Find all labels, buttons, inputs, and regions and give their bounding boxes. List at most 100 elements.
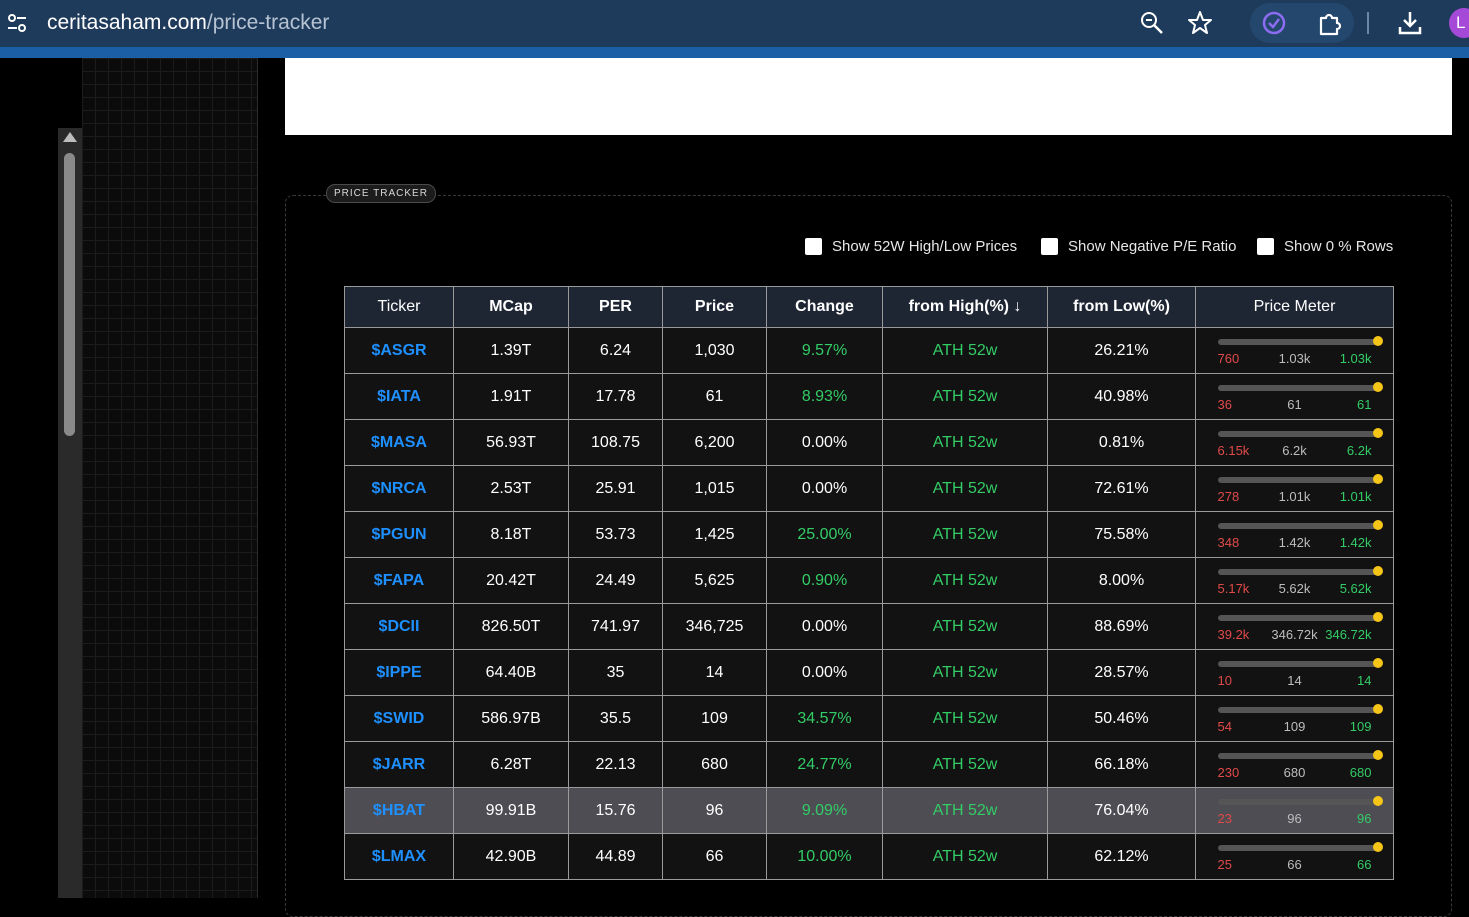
column-header-price-meter: Price Meter bbox=[1195, 286, 1394, 328]
from-high-cell: ATH 52w bbox=[882, 833, 1048, 880]
ticker-link[interactable]: $ASGR bbox=[344, 327, 454, 374]
meter-low-value: 10 bbox=[1217, 672, 1232, 688]
from-low-cell: 40.98% bbox=[1047, 373, 1196, 420]
meter-indicator bbox=[1372, 519, 1383, 530]
meter-current-value: 66 bbox=[1287, 856, 1302, 872]
meter-low-value: 25 bbox=[1217, 856, 1232, 872]
ticker-link[interactable]: $DCII bbox=[344, 603, 454, 650]
meter-low-value: 39.2k bbox=[1217, 626, 1250, 642]
column-header-from-high[interactable]: from High(%) ↓ bbox=[882, 286, 1048, 328]
price-meter-cell: 230 680 680 bbox=[1195, 741, 1394, 788]
from-high-cell: ATH 52w bbox=[882, 373, 1048, 420]
meter-low-value: 6.15k bbox=[1217, 442, 1250, 458]
change-cell: 0.00% bbox=[766, 649, 883, 696]
scrollbar-thumb[interactable] bbox=[64, 153, 75, 436]
url-path: /price-tracker bbox=[206, 11, 330, 34]
column-header-from-low[interactable]: from Low(%) bbox=[1047, 286, 1196, 328]
per-cell: 35 bbox=[568, 649, 663, 696]
ad-banner bbox=[285, 58, 1452, 135]
mcap-cell: 42.90B bbox=[453, 833, 569, 880]
from-high-cell: ATH 52w bbox=[882, 603, 1048, 650]
table-row[interactable]: $IPPE 64.40B 35 14 0.00% ATH 52w 28.57% 10 14 14 bbox=[344, 649, 1394, 696]
price-meter: 278 1.01k 1.01k bbox=[1210, 469, 1383, 509]
ticker-link[interactable]: $PGUN bbox=[344, 511, 454, 558]
mcap-cell: 64.40B bbox=[453, 649, 569, 696]
ticker-link[interactable]: $SWID bbox=[344, 695, 454, 742]
ticker-link[interactable]: $NRCA bbox=[344, 465, 454, 512]
meter-current-value: 6.2k bbox=[1282, 442, 1307, 458]
checkbox[interactable] bbox=[805, 238, 822, 255]
table-row[interactable]: $LMAX 42.90B 44.89 66 10.00% ATH 52w 62.12% 25 6… bbox=[344, 833, 1394, 880]
price-cell: 1,030 bbox=[662, 327, 767, 374]
meter-bar bbox=[1217, 568, 1378, 575]
meter-low-value: 278 bbox=[1217, 488, 1240, 504]
column-header-change[interactable]: Change bbox=[766, 286, 883, 328]
meter-current-value: 1.42k bbox=[1278, 534, 1311, 550]
ticker-link[interactable]: $LMAX bbox=[344, 833, 454, 880]
meter-high-value: 96 bbox=[1357, 810, 1372, 826]
change-cell: 0.90% bbox=[766, 557, 883, 604]
column-header-mcap[interactable]: MCap bbox=[453, 286, 569, 328]
filter-label: Show 0 % Rows bbox=[1284, 238, 1394, 255]
ticker-link[interactable]: $JARR bbox=[344, 741, 454, 788]
ticker-link[interactable]: $FAPA bbox=[344, 557, 454, 604]
table-row[interactable]: $JARR 6.28T 22.13 680 24.77% ATH 52w 66.18% 230… bbox=[344, 741, 1394, 788]
table-row[interactable]: $NRCA 2.53T 25.91 1,015 0.00% ATH 52w 72.61% 27… bbox=[344, 465, 1394, 512]
meter-current-value: 14 bbox=[1287, 672, 1302, 688]
meter-indicator bbox=[1372, 381, 1383, 392]
price-meter: 36 61 61 bbox=[1210, 377, 1383, 417]
ticker-link[interactable]: $HBAT bbox=[344, 787, 454, 834]
profile-avatar[interactable]: L bbox=[1449, 8, 1469, 38]
filter-label: Show Negative P/E Ratio bbox=[1068, 238, 1237, 255]
bookmark-star-icon[interactable] bbox=[1185, 8, 1215, 38]
meter-high-value: 1.03k bbox=[1339, 350, 1372, 366]
ticker-link[interactable]: $IPPE bbox=[344, 649, 454, 696]
change-cell: 25.00% bbox=[766, 511, 883, 558]
meter-low-value: 5.17k bbox=[1217, 580, 1250, 596]
mcap-cell: 1.91T bbox=[453, 373, 569, 420]
table-row[interactable]: $MASA 56.93T 108.75 6,200 0.00% ATH 52w 0.81% 6… bbox=[344, 419, 1394, 466]
table-row[interactable]: $FAPA 20.42T 24.49 5,625 0.90% ATH 52w 8.00% 5.… bbox=[344, 557, 1394, 604]
scroll-up-arrow-icon[interactable] bbox=[63, 132, 77, 142]
meter-bar bbox=[1217, 844, 1378, 851]
meter-high-value: 61 bbox=[1357, 396, 1372, 412]
table-row[interactable]: $SWID 586.97B 35.5 109 34.57% ATH 52w 50.46% 54… bbox=[344, 695, 1394, 742]
extension-check-icon[interactable] bbox=[1259, 8, 1289, 38]
extensions-puzzle-icon[interactable] bbox=[1315, 8, 1345, 38]
ticker-link[interactable]: $IATA bbox=[344, 373, 454, 420]
from-low-cell: 88.69% bbox=[1047, 603, 1196, 650]
meter-current-value: 680 bbox=[1283, 764, 1306, 780]
column-header-per[interactable]: PER bbox=[568, 286, 663, 328]
price-meter-cell: 278 1.01k 1.01k bbox=[1195, 465, 1394, 512]
mcap-cell: 6.28T bbox=[453, 741, 569, 788]
zoom-icon[interactable] bbox=[1137, 8, 1167, 38]
download-icon[interactable] bbox=[1395, 8, 1425, 38]
meter-current-value: 109 bbox=[1283, 718, 1306, 734]
column-header-price[interactable]: Price bbox=[662, 286, 767, 328]
price-meter: 348 1.42k 1.42k bbox=[1210, 515, 1383, 555]
price-meter: 25 66 66 bbox=[1210, 837, 1383, 877]
table-row[interactable]: $IATA 1.91T 17.78 61 8.93% ATH 52w 40.98% 36 61 6… bbox=[344, 373, 1394, 420]
table-row[interactable]: $PGUN 8.18T 53.73 1,425 25.00% ATH 52w 75.58% 3… bbox=[344, 511, 1394, 558]
checkbox[interactable] bbox=[1041, 238, 1058, 255]
price-tracker-table: Ticker MCap PER Price Change from High(%… bbox=[344, 286, 1394, 880]
column-header-ticker[interactable]: Ticker bbox=[344, 286, 454, 328]
from-high-cell: ATH 52w bbox=[882, 741, 1048, 788]
meter-low-value: 230 bbox=[1217, 764, 1240, 780]
site-info-icon[interactable] bbox=[4, 10, 30, 36]
price-meter: 10 14 14 bbox=[1210, 653, 1383, 693]
meter-indicator bbox=[1372, 749, 1383, 760]
table-row[interactable]: $HBAT 99.91B 15.76 96 9.09% ATH 52w 76.04% 23 96… bbox=[344, 787, 1394, 834]
per-cell: 108.75 bbox=[568, 419, 663, 466]
address-bar[interactable]: ceritasaham.com/price-tracker bbox=[47, 10, 329, 36]
from-low-cell: 8.00% bbox=[1047, 557, 1196, 604]
filter-label: Show 52W High/Low Prices bbox=[832, 238, 1018, 255]
price-meter: 230 680 680 bbox=[1210, 745, 1383, 785]
meter-current-value: 96 bbox=[1287, 810, 1302, 826]
meter-current-value: 5.62k bbox=[1278, 580, 1311, 596]
from-low-cell: 75.58% bbox=[1047, 511, 1196, 558]
ticker-link[interactable]: $MASA bbox=[344, 419, 454, 466]
table-row[interactable]: $DCII 826.50T 741.97 346,725 0.00% ATH 52w 88.… bbox=[344, 603, 1394, 650]
table-row[interactable]: $ASGR 1.39T 6.24 1,030 9.57% ATH 52w 26.21% 760… bbox=[344, 327, 1394, 374]
checkbox[interactable] bbox=[1257, 238, 1274, 255]
